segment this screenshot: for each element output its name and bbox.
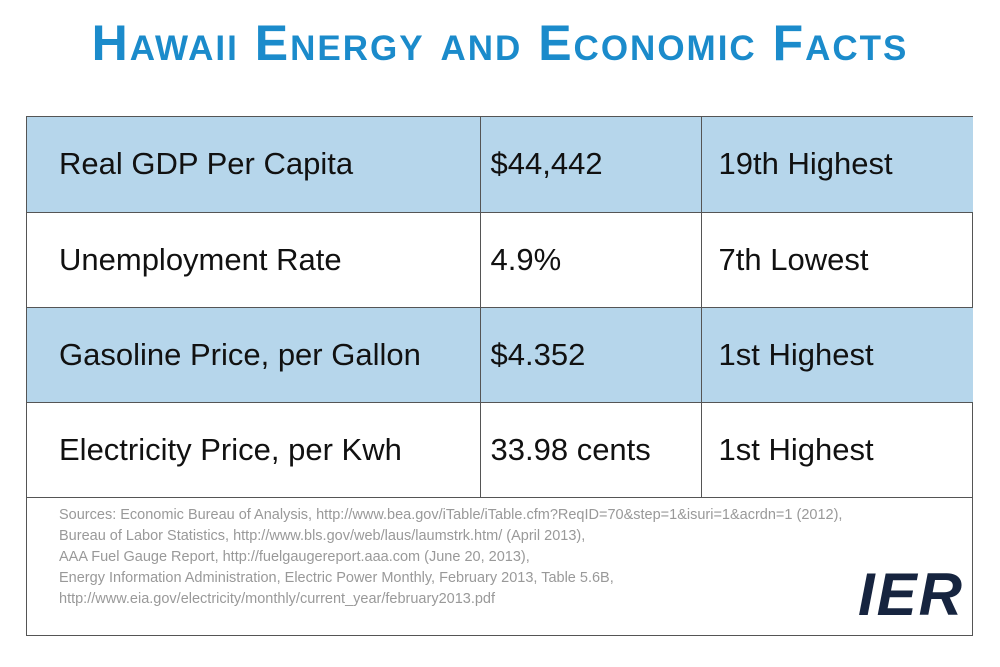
- table-row: Unemployment Rate 4.9% 7th Lowest: [27, 212, 973, 308]
- logo: IER: [857, 561, 964, 628]
- table-cell: Unemployment Rate: [27, 212, 480, 308]
- table-cell: $4.352: [479, 307, 702, 403]
- table-cell: 7th Lowest: [701, 212, 973, 308]
- source-line: Bureau of Labor Statistics, http://www.b…: [59, 528, 586, 544]
- table-row: Real GDP Per Capita $44,442 19th Highest: [27, 117, 973, 213]
- source-line: http://www.eia.gov/electricity/monthly/c…: [59, 591, 496, 607]
- source-line: AAA Fuel Gauge Report, http://fuelgauger…: [59, 549, 530, 565]
- table-cell: 1st Highest: [701, 402, 973, 498]
- facts-table: Real GDP Per Capita $44,442 19th Highest Un…: [27, 117, 973, 498]
- table-cell: 4.9%: [479, 212, 702, 308]
- table-cell: Electricity Price, per Kwh: [27, 402, 480, 498]
- title: Hawaii Energy and Economic Facts: [91, 15, 909, 71]
- table-cell: Real GDP Per Capita: [27, 117, 480, 213]
- source-line: Sources: Economic Bureau of Analysis, ht…: [59, 507, 843, 523]
- sources: Sources: Economic Bureau of Analysis, ht…: [59, 505, 939, 610]
- table-cell: 33.98 cents: [479, 402, 702, 498]
- table-row: Electricity Price, per Kwh 33.98 cents 1st…: [27, 402, 973, 498]
- source-line: Energy Information Administration, Elect…: [59, 570, 614, 586]
- facts-box: Real GDP Per Capita $44,442 19th Highest Un…: [26, 116, 973, 636]
- table-cell: 1st Highest: [701, 307, 973, 403]
- table-body: Real GDP Per Capita $44,442 19th Highest Un…: [27, 117, 973, 498]
- table-row: Gasoline Price, per Gallon $4.352 1st High…: [27, 307, 973, 403]
- table-cell: Gasoline Price, per Gallon: [27, 307, 480, 403]
- table-cell: $44,442: [479, 117, 702, 213]
- table-cell: 19th Highest: [701, 117, 973, 213]
